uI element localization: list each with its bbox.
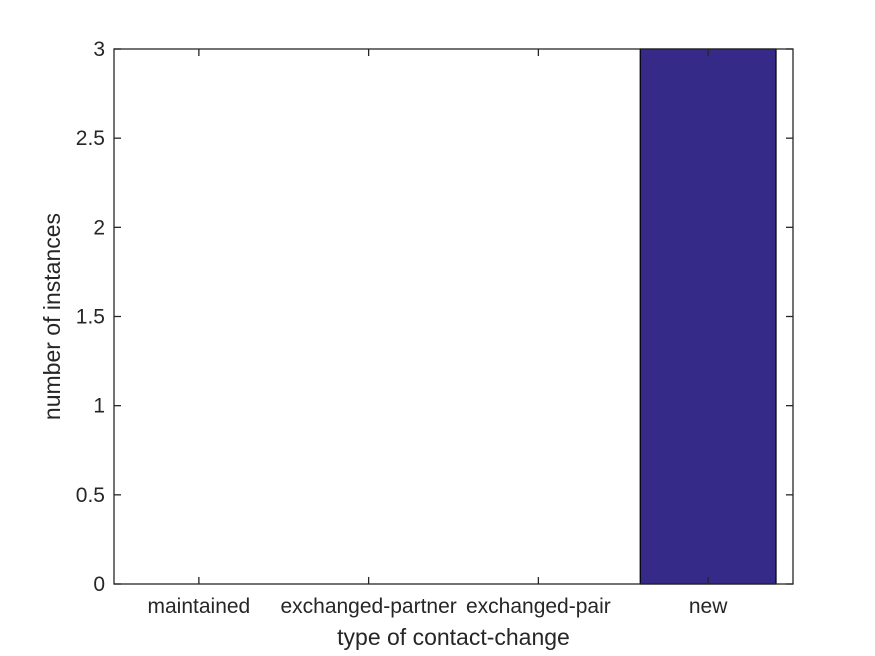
bar-new [639, 48, 777, 585]
x-tick-label: maintained [148, 595, 251, 618]
x-tick-label: new [689, 595, 728, 618]
y-tick-label: 0 [93, 573, 105, 596]
x-tick-label: exchanged-pair [466, 595, 611, 618]
y-tick-label: 1.5 [76, 306, 105, 329]
y-axis-label: number of instances [39, 213, 65, 420]
y-tick-label: 0.5 [76, 484, 105, 507]
y-tick-label: 2.5 [76, 127, 105, 150]
y-tick-label: 2 [93, 216, 105, 239]
y-tick-label: 3 [93, 38, 105, 61]
y-tick-label: 1 [93, 395, 105, 418]
x-axis-label: type of contact-change [337, 624, 570, 650]
x-tick-label: exchanged-partner [280, 595, 456, 618]
